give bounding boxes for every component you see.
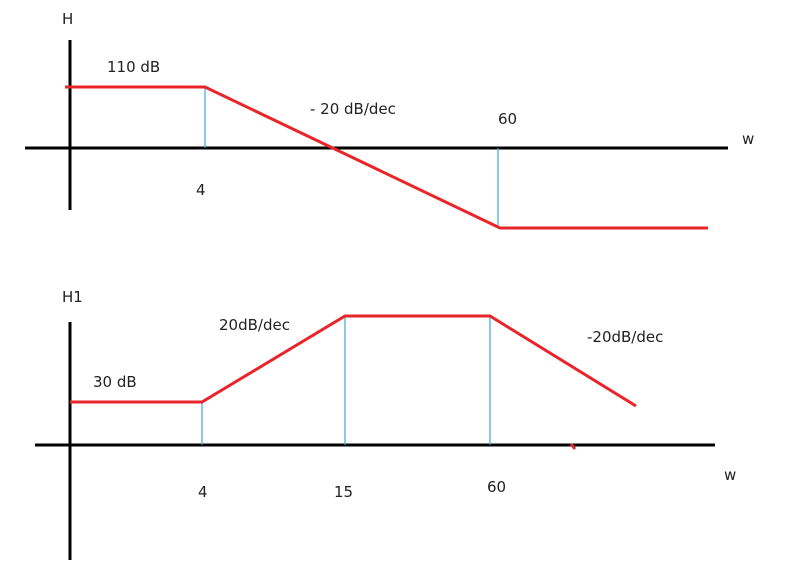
breakpoint-label: 15: [334, 483, 353, 501]
breakpoint-label: 4: [198, 483, 208, 501]
slope-label: -20dB/dec: [587, 328, 663, 346]
breakpoint-label: 60: [498, 110, 517, 128]
slope-label: 20dB/dec: [219, 316, 290, 334]
x-axis-label: w: [724, 466, 736, 484]
slope-label: - 20 dB/dec: [310, 100, 396, 118]
stray-mark: [569, 443, 577, 450]
y-axis-label: H1: [62, 288, 83, 306]
level-label: 110 dB: [107, 58, 160, 76]
breakpoint-label: 4: [196, 181, 206, 199]
magnitude-curve: [65, 85, 708, 230]
y-axis-label: H: [62, 10, 73, 28]
breakpoint-label: 60: [487, 478, 506, 496]
level-label: 30 dB: [93, 373, 137, 391]
magnitude-curve: [70, 314, 637, 408]
x-axis-label: w: [742, 130, 754, 148]
